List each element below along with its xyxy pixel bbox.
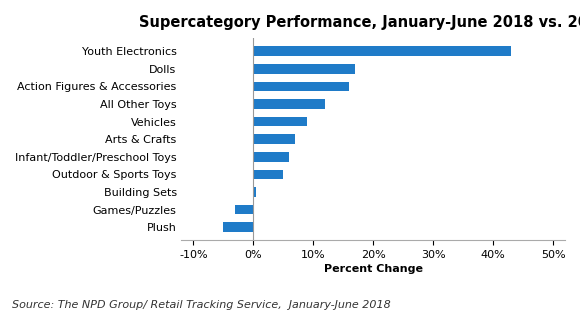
Bar [253, 64, 356, 74]
Bar [253, 134, 295, 144]
Text: Source: The NPD Group/ Retail Tracking Service,  January-June 2018: Source: The NPD Group/ Retail Tracking S… [12, 300, 390, 310]
X-axis label: Percent Change: Percent Change [324, 264, 423, 274]
Bar [253, 99, 325, 109]
Bar [253, 117, 307, 127]
Bar [235, 205, 253, 214]
Bar [253, 81, 349, 91]
Bar [223, 222, 253, 232]
Bar [253, 152, 289, 162]
Title: Supercategory Performance, January-June 2018 vs. 2017: Supercategory Performance, January-June … [139, 15, 580, 30]
Bar [253, 169, 284, 179]
Bar [253, 46, 511, 56]
Bar [253, 187, 256, 197]
